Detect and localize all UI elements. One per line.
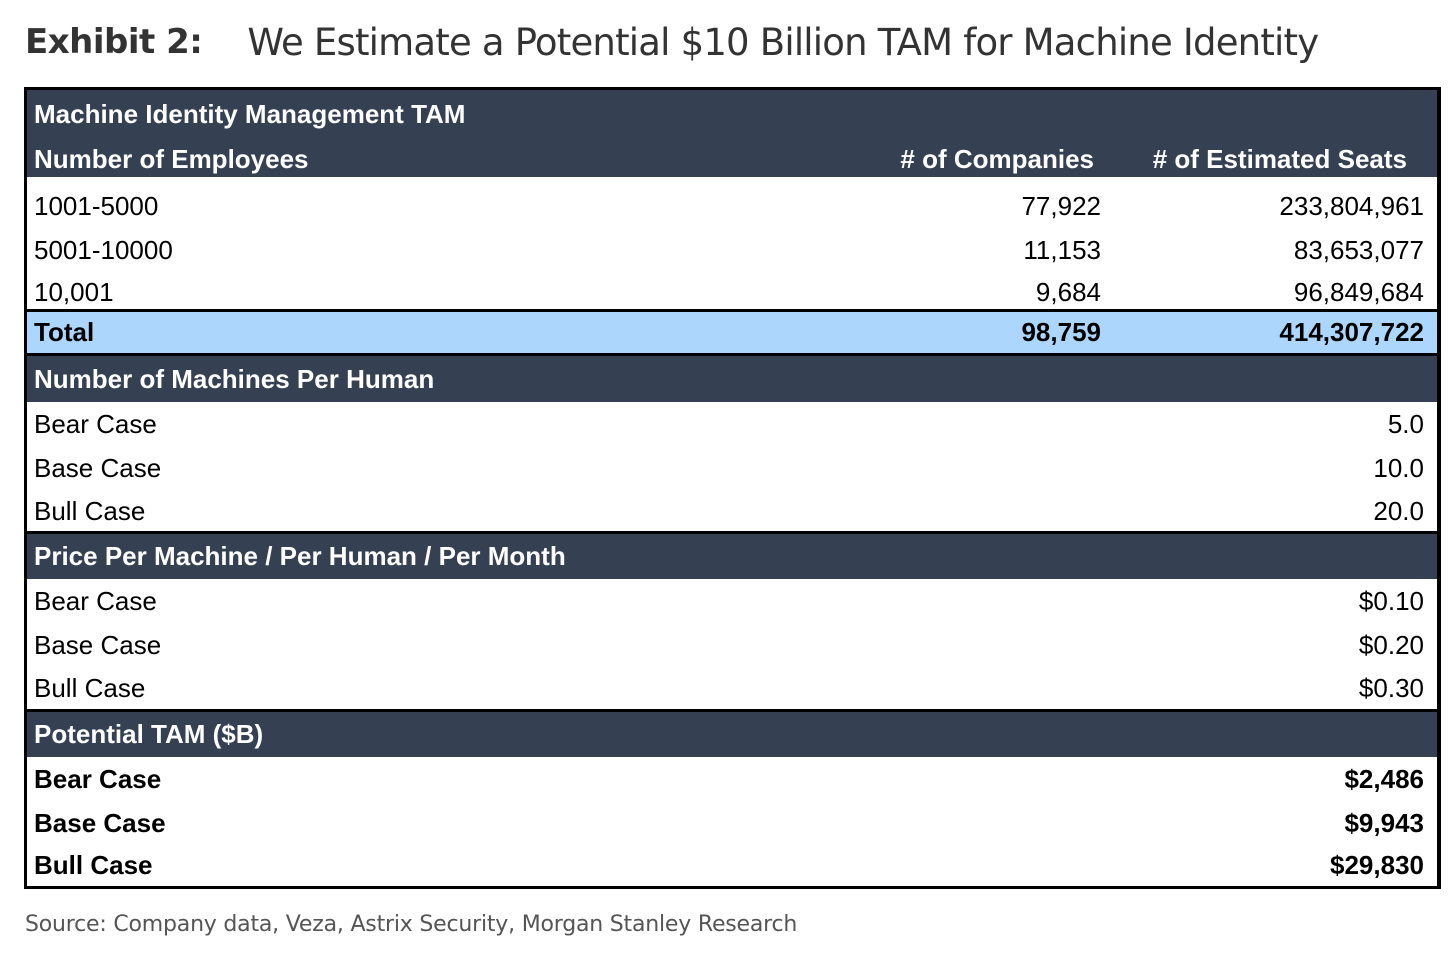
companies-cell: 9,684 [1035,276,1101,307]
case-value: $0.20 [1358,630,1424,660]
seats-cell: 233,804,961 [1279,190,1424,221]
table-row: Base Case $0.20 [27,624,1437,667]
table-row: Bear Case $2,486 [27,757,1437,802]
seats-cell: 83,653,077 [1293,234,1424,265]
section-divider [27,531,1437,534]
table-row: 1001-5000 77,922 233,804,961 [27,184,1437,228]
case-label: Bear Case [34,586,157,616]
table-row: Bull Case $0.30 [27,667,1437,709]
total-companies: 98,759 [1021,317,1101,347]
total-seats: 414,307,722 [1279,317,1424,347]
table-row: Bear Case $0.10 [27,579,1437,624]
source-note: Source: Company data, Veza, Astrix Secur… [25,912,798,937]
employees-cell: 10,001 [34,276,114,307]
table-row: Base Case $9,943 [27,802,1437,845]
section-title: Number of Machines Per Human [34,363,435,394]
case-value: $0.30 [1358,672,1424,703]
case-label: Base Case [34,630,162,660]
total-label: Total [34,317,95,347]
exhibit-heading: We Estimate a Potential $10 Billion TAM … [247,20,1319,64]
exhibit-label: Exhibit 2: [25,22,203,62]
case-label: Bull Case [34,672,146,703]
section-header-price: Price Per Machine / Per Human / Per Mont… [27,534,1437,579]
companies-cell: 11,153 [1023,234,1101,265]
case-value: 20.0 [1373,495,1424,526]
table-row: Base Case 10.0 [27,446,1437,490]
section-divider [27,709,1437,712]
case-label: Bear Case [34,408,157,439]
exhibit-title: Exhibit 2: We Estimate a Potential $10 B… [25,12,1319,72]
case-label: Base Case [34,808,166,838]
table-title: Machine Identity Management TAM [34,99,466,129]
tam-table: Machine Identity Management TAM Number o… [24,87,1441,889]
column-header-employees: Number of Employees [34,144,309,174]
case-value: $29,830 [1330,850,1424,880]
table-row: Bear Case 5.0 [27,402,1437,446]
table-row: 10,001 9,684 96,849,684 [27,272,1437,312]
case-value: 5.0 [1387,408,1424,439]
section-title: Price Per Machine / Per Human / Per Mont… [34,541,566,571]
case-value: $0.10 [1358,586,1424,616]
section-header-tam: Potential TAM ($B) [27,712,1437,757]
total-row: Total 98,759 414,307,722 [27,309,1437,356]
case-value: $9,943 [1344,808,1424,838]
companies-cell: 77,922 [1021,190,1101,221]
case-label: Bear Case [34,764,162,794]
table-row: Bull Case 20.0 [27,490,1437,532]
table-row: Bull Case $29,830 [27,845,1437,886]
column-header-companies: # of Companies [900,144,1094,174]
table-title-row: Machine Identity Management TAM Number o… [27,90,1437,177]
section-header-machines: Number of Machines Per Human [27,356,1437,402]
employees-cell: 1001-5000 [34,190,159,221]
seats-cell: 96,849,684 [1293,276,1424,307]
case-value: 10.0 [1373,452,1424,483]
column-header-seats: # of Estimated Seats [1152,144,1407,174]
case-label: Bull Case [34,495,146,526]
case-value: $2,486 [1344,764,1424,794]
case-label: Bull Case [34,850,153,880]
employees-cell: 5001-10000 [34,234,173,265]
case-label: Base Case [34,452,162,483]
section-title: Potential TAM ($B) [34,719,264,749]
table-row: 5001-10000 11,153 83,653,077 [27,228,1437,272]
